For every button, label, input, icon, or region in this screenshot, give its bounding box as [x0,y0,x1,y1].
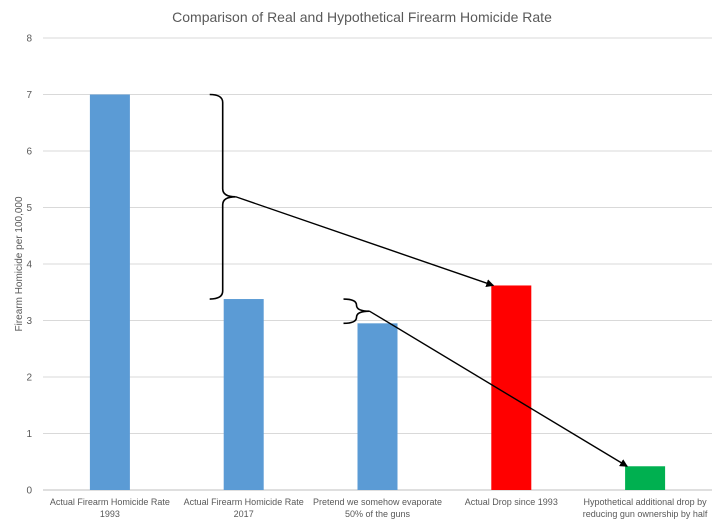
x-tick-label-3: Actual Drop since 1993 [465,497,558,507]
x-tick-label-line: 1993 [100,509,120,519]
brace-1 [343,298,370,325]
arrow-0 [235,196,495,287]
x-tick-label-0: Actual Firearm Homicide Rate 1993 [50,497,170,519]
y-axis-ticks: 0 1 2 3 4 5 6 7 8 [26,34,32,497]
x-tick-label-line: reducing gun ownership by half [583,509,708,519]
gridlines [43,37,712,491]
y-tick-label-5: 5 [26,203,32,214]
x-tick-label-4: Hypothetical additional drop by reducing … [583,497,708,519]
x-tick-label-line: Actual Firearm Homicide Rate [50,497,170,507]
x-tick-label-1: Actual Firearm Homicide Rate 2017 [184,497,304,519]
chart-title: Comparison of Real and Hypothetical Fire… [172,9,552,25]
x-tick-label-line: Pretend we somehow evaporate [313,497,442,507]
y-tick-label-2: 2 [26,373,32,384]
x-tick-label-line: 50% of the guns [345,509,411,519]
y-tick-label-3: 3 [26,316,32,327]
y-tick-label-8: 8 [26,34,32,45]
arrow-1 [369,310,628,467]
y-tick-label-1: 1 [26,429,32,440]
bar-1 [223,299,264,490]
y-tick-label-0: 0 [26,486,32,497]
y-axis-title: Firearm Homicide per 100,000 [14,196,25,331]
y-tick-label-4: 4 [26,260,32,271]
bar-0 [89,94,130,490]
bars [89,94,666,490]
bar-2 [357,323,398,490]
x-tick-label-line: Hypothetical additional drop by [584,497,708,507]
x-tick-label-line: Actual Firearm Homicide Rate [184,497,304,507]
x-tick-label-2: Pretend we somehow evaporate 50% of the g… [313,497,442,519]
annotations [209,93,628,467]
brace-0 [209,93,236,300]
y-tick-label-6: 6 [26,147,32,158]
y-tick-label-7: 7 [26,90,32,101]
x-tick-label-line: 2017 [234,509,254,519]
bar-4 [625,466,666,490]
x-tick-label-line: Actual Drop since 1993 [465,497,558,507]
